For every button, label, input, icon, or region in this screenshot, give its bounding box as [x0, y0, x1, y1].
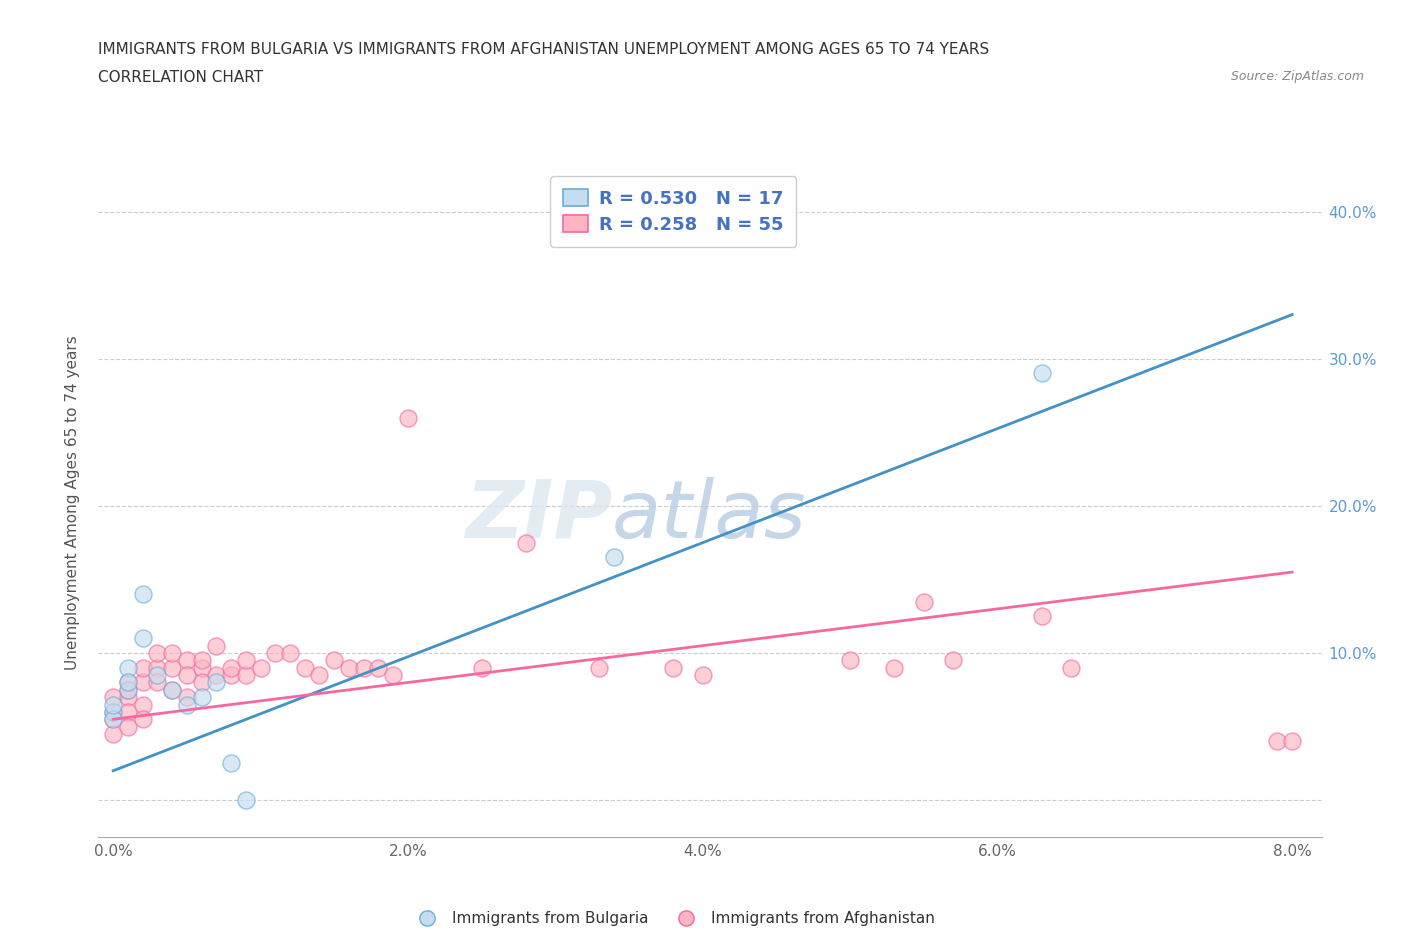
Point — [603, 550, 626, 565]
Point — [190, 660, 212, 675]
Point — [235, 792, 257, 807]
Point — [117, 690, 139, 705]
Legend: Immigrants from Bulgaria, Immigrants from Afghanistan: Immigrants from Bulgaria, Immigrants fro… — [406, 905, 941, 930]
Point — [471, 660, 494, 675]
Text: Source: ZipAtlas.com: Source: ZipAtlas.com — [1230, 70, 1364, 83]
Point — [101, 726, 124, 741]
Point — [176, 690, 198, 705]
Point — [662, 660, 685, 675]
Point — [160, 660, 183, 675]
Point — [190, 653, 212, 668]
Point — [308, 668, 330, 683]
Text: ZIP: ZIP — [465, 476, 612, 554]
Point — [219, 660, 242, 675]
Point — [883, 660, 905, 675]
Point — [264, 645, 287, 660]
Point — [382, 668, 405, 683]
Point — [117, 683, 139, 698]
Point — [131, 587, 153, 602]
Point — [160, 645, 183, 660]
Point — [101, 698, 124, 712]
Point — [101, 690, 124, 705]
Point — [367, 660, 389, 675]
Point — [1031, 609, 1053, 624]
Point — [176, 698, 198, 712]
Point — [146, 675, 169, 690]
Point — [1281, 734, 1303, 749]
Point — [146, 645, 169, 660]
Point — [249, 660, 271, 675]
Point — [1267, 734, 1289, 749]
Point — [131, 631, 153, 645]
Point — [1031, 366, 1053, 381]
Point — [205, 668, 228, 683]
Point — [131, 698, 153, 712]
Y-axis label: Unemployment Among Ages 65 to 74 years: Unemployment Among Ages 65 to 74 years — [65, 335, 80, 670]
Point — [131, 660, 153, 675]
Point — [101, 711, 124, 726]
Point — [117, 704, 139, 719]
Point — [117, 719, 139, 734]
Point — [190, 675, 212, 690]
Point — [205, 675, 228, 690]
Point — [205, 638, 228, 653]
Point — [396, 410, 419, 425]
Point — [160, 683, 183, 698]
Point — [219, 756, 242, 771]
Text: IMMIGRANTS FROM BULGARIA VS IMMIGRANTS FROM AFGHANISTAN UNEMPLOYMENT AMONG AGES : IMMIGRANTS FROM BULGARIA VS IMMIGRANTS F… — [98, 42, 990, 57]
Point — [278, 645, 301, 660]
Point — [337, 660, 360, 675]
Point — [353, 660, 375, 675]
Point — [839, 653, 862, 668]
Point — [117, 683, 139, 698]
Point — [101, 704, 124, 719]
Text: atlas: atlas — [612, 476, 807, 554]
Point — [235, 653, 257, 668]
Point — [912, 594, 935, 609]
Point — [190, 690, 212, 705]
Point — [117, 675, 139, 690]
Point — [219, 668, 242, 683]
Point — [515, 536, 537, 551]
Point — [294, 660, 316, 675]
Point — [942, 653, 965, 668]
Point — [146, 660, 169, 675]
Text: CORRELATION CHART: CORRELATION CHART — [98, 70, 263, 85]
Point — [588, 660, 610, 675]
Point — [1060, 660, 1083, 675]
Point — [131, 711, 153, 726]
Point — [117, 660, 139, 675]
Point — [323, 653, 346, 668]
Point — [176, 653, 198, 668]
Point — [176, 668, 198, 683]
Point — [117, 675, 139, 690]
Point — [101, 711, 124, 726]
Point — [235, 668, 257, 683]
Point — [160, 683, 183, 698]
Point — [101, 704, 124, 719]
Point — [146, 668, 169, 683]
Point — [131, 675, 153, 690]
Point — [692, 668, 714, 683]
